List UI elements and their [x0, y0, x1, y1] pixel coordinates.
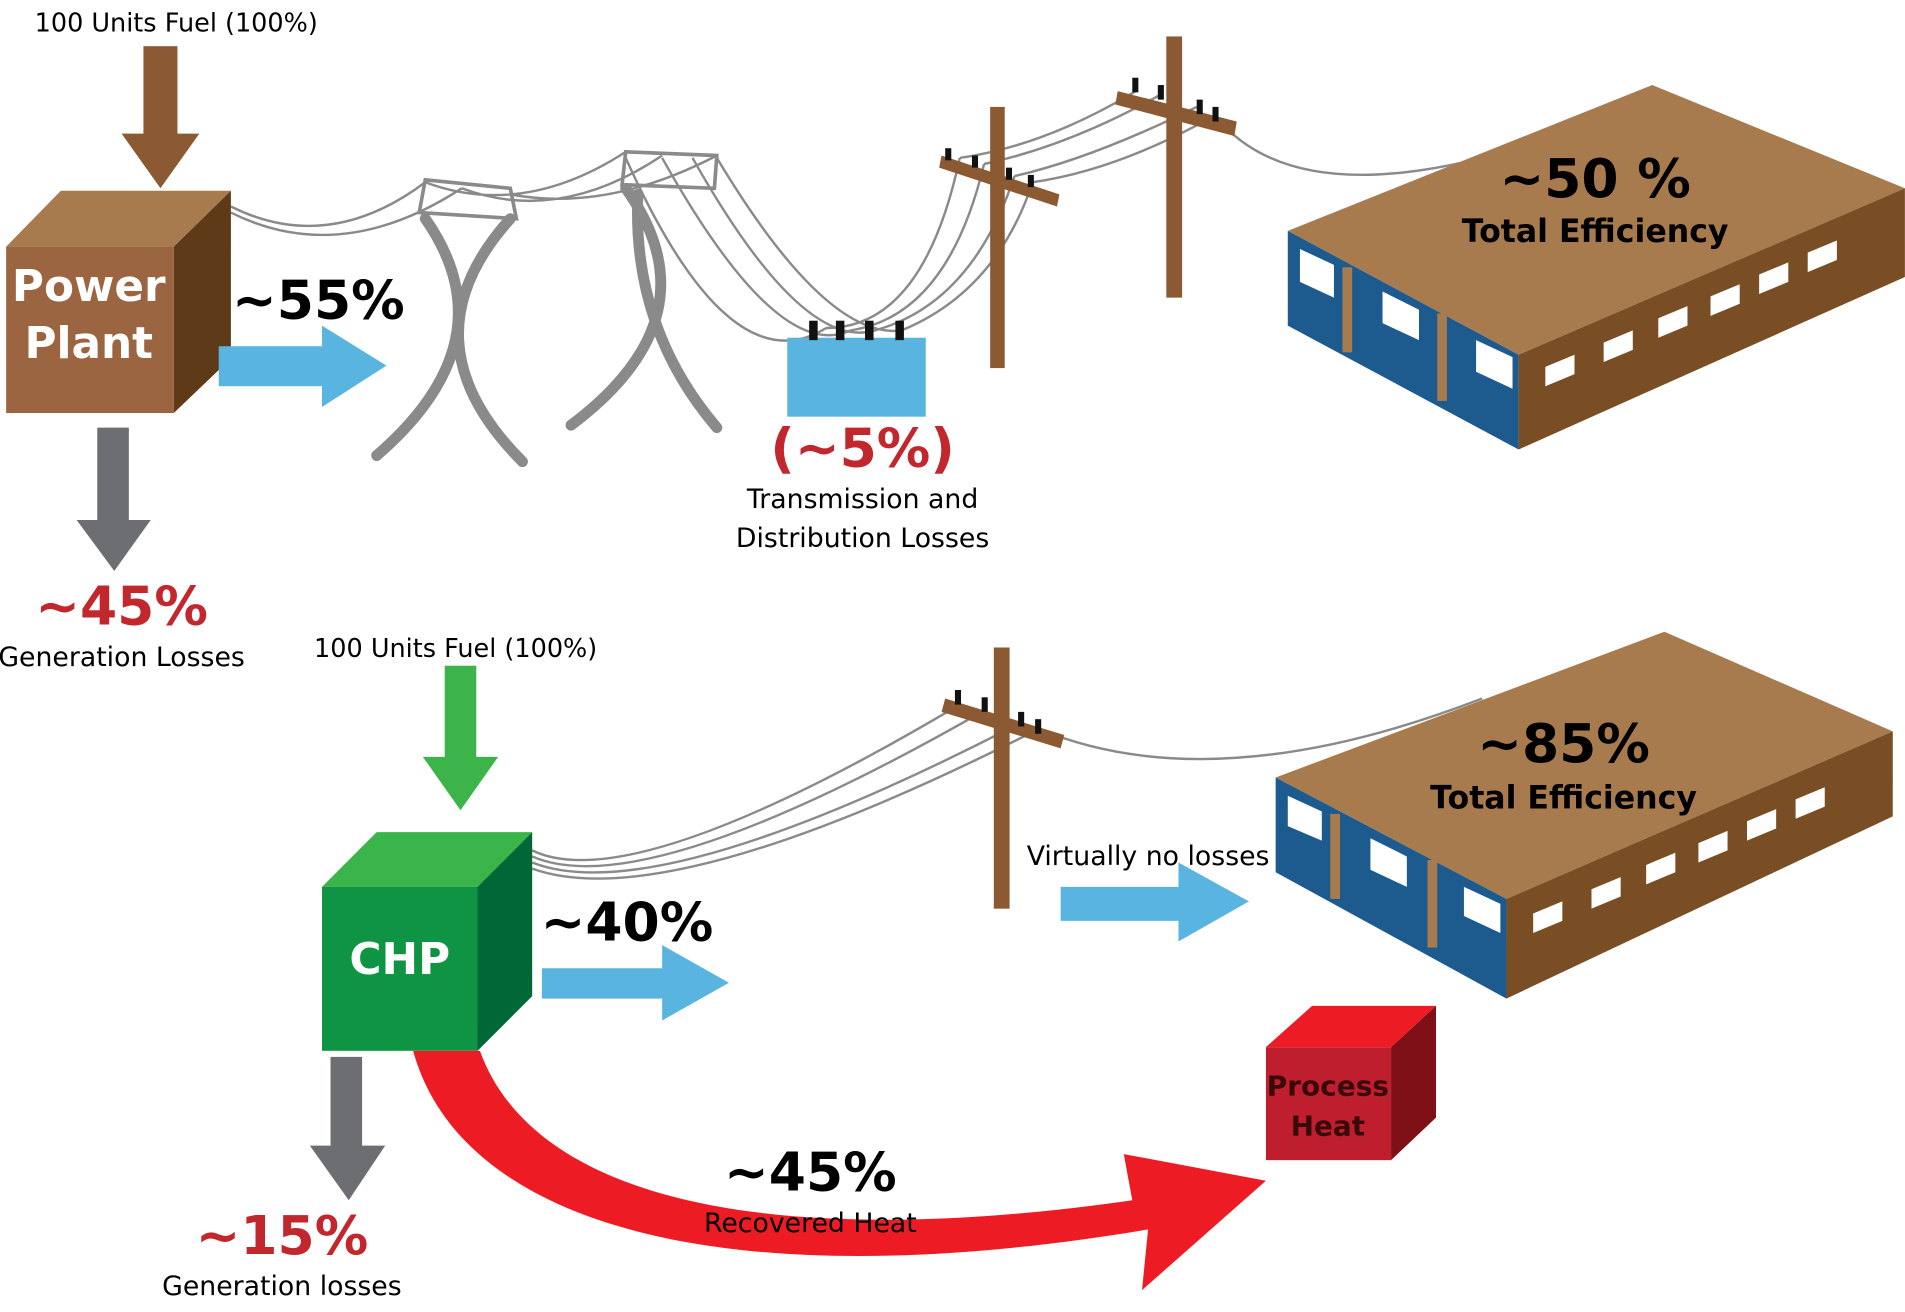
flow-arrow — [1061, 863, 1249, 942]
utility-pole — [994, 647, 1010, 908]
flow-arrow — [542, 945, 729, 1020]
insulator — [945, 148, 951, 160]
insulator — [982, 697, 988, 712]
diagram: 100 Units Fuel (100%) Power Plant ~55% ~… — [0, 0, 1905, 1312]
flow-arrow — [219, 326, 387, 407]
fuel-arrow — [445, 666, 477, 760]
loss-value: ~15% — [196, 1204, 369, 1267]
loss-arrow — [331, 1057, 363, 1148]
transformer — [865, 321, 874, 340]
loss-arrow — [77, 428, 386, 1201]
delivered-value: ~55% — [232, 268, 405, 331]
insulator — [1028, 175, 1034, 187]
building — [1342, 267, 1352, 352]
utility-pole — [1166, 36, 1182, 297]
insulator — [1158, 85, 1164, 100]
loss-value: (~5%) — [770, 417, 954, 480]
insulator — [1035, 719, 1041, 734]
fuel-label: 100 Units Fuel (100%) — [35, 8, 318, 38]
transmission-tower — [571, 188, 717, 427]
loss-label: Transmission and — [746, 484, 978, 515]
transformer — [809, 321, 818, 340]
loss-value: ~45% — [35, 574, 208, 637]
transmission-tower — [419, 152, 717, 219]
transformer — [787, 321, 925, 417]
utility-pole — [990, 107, 1005, 368]
power-lines — [960, 91, 1482, 182]
fuel-arrow — [143, 46, 177, 136]
transformer — [787, 338, 925, 417]
insulator — [1212, 107, 1218, 122]
loss-label: Generation Losses — [0, 642, 245, 673]
building — [1330, 814, 1340, 899]
process-heat-box — [1266, 1047, 1391, 1160]
loss-arrow — [310, 1146, 385, 1201]
insulator — [955, 690, 961, 705]
efficiency-label: Total Efficiency — [1430, 780, 1697, 816]
efficiency-value: ~85% — [1477, 712, 1650, 775]
fuel-arrow — [122, 134, 200, 189]
process-label: Heat — [1291, 1109, 1366, 1142]
building — [1288, 85, 1905, 449]
insulator — [1018, 712, 1024, 727]
plant-label: Power — [12, 261, 166, 312]
insulator — [1132, 78, 1138, 93]
efficiency-label: Total Efficiency — [1462, 214, 1729, 250]
building — [1437, 313, 1447, 400]
efficiency-value: ~50 % — [1499, 147, 1690, 210]
insulator — [1197, 100, 1203, 115]
plant-label: CHP — [349, 934, 450, 985]
insulator — [1006, 168, 1012, 180]
delivered-value: ~40% — [541, 890, 714, 953]
process-label: Process — [1267, 1069, 1389, 1102]
recovered-value: ~45% — [724, 1141, 897, 1204]
fuel-arrow — [423, 666, 498, 811]
loss-arrow — [97, 428, 129, 523]
transmission-tower — [377, 219, 523, 462]
building — [1427, 860, 1437, 947]
transformer — [836, 321, 845, 340]
loss-label: Distribution Losses — [736, 523, 989, 554]
fuel-arrow — [423, 757, 498, 810]
loss-arrow — [77, 520, 151, 571]
loss-label: Generation losses — [162, 1271, 402, 1302]
fuel-arrow — [122, 46, 200, 188]
insulator — [972, 155, 978, 167]
recovered-label: Recovered Heat — [704, 1208, 917, 1239]
delivery-note: Virtually no losses — [1027, 841, 1270, 872]
transformer — [895, 321, 904, 340]
fuel-label: 100 Units Fuel (100%) — [314, 634, 597, 664]
plant-label: Plant — [24, 318, 153, 369]
